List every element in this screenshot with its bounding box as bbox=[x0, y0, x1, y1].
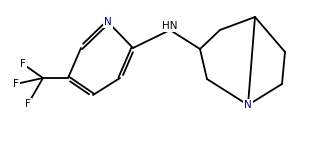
Text: HN: HN bbox=[162, 21, 178, 31]
Text: N: N bbox=[104, 17, 112, 27]
Text: N: N bbox=[244, 100, 252, 110]
Text: F: F bbox=[25, 99, 31, 109]
Text: F: F bbox=[20, 59, 26, 69]
Text: F: F bbox=[13, 79, 19, 89]
